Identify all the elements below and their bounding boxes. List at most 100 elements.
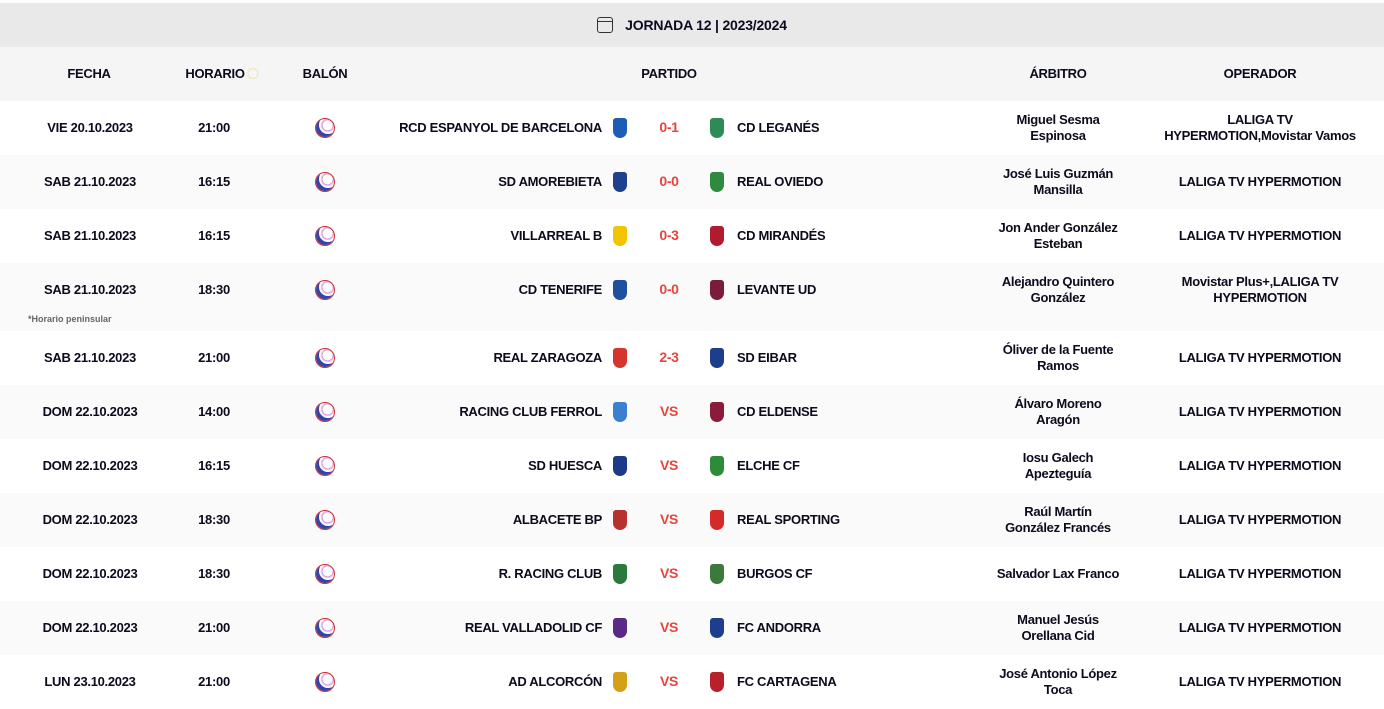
- away-team[interactable]: LEVANTE UD: [737, 282, 817, 297]
- arbitro-line: Miguel Sesma: [1016, 112, 1100, 127]
- home-crest-icon: [613, 618, 627, 638]
- match-row[interactable]: DOM 22.10.2023 18:30 R. RACING CLUB VS B…: [0, 547, 1384, 601]
- home-team[interactable]: REAL VALLADOLID CF: [464, 620, 602, 635]
- home-team[interactable]: REAL ZARAGOZA: [493, 350, 602, 365]
- ball-icon: [315, 618, 335, 638]
- broadcaster: LALIGA TV HYPERMOTION: [1178, 458, 1342, 474]
- col-partido: PARTIDO: [641, 66, 697, 81]
- operador-line: LALIGA TV HYPERMOTION: [1178, 458, 1342, 473]
- match-date: SAB 21.10.2023: [44, 228, 136, 243]
- home-team[interactable]: RACING CLUB FERROL: [459, 404, 602, 419]
- away-team[interactable]: ELCHE CF: [737, 458, 800, 473]
- match-row[interactable]: DOM 22.10.2023 14:00 RACING CLUB FERROL …: [0, 385, 1384, 439]
- operador-line: LALIGA TV HYPERMOTION: [1178, 620, 1342, 635]
- away-team[interactable]: FC ANDORRA: [737, 620, 821, 635]
- match-time: 16:15: [198, 174, 230, 189]
- match-row[interactable]: SAB 21.10.2023 21:00 REAL ZARAGOZA 2-3 S…: [0, 331, 1384, 385]
- match-score[interactable]: VS: [659, 511, 679, 527]
- away-crest-icon: [710, 618, 724, 638]
- match-row[interactable]: DOM 22.10.2023 18:30 ALBACETE BP VS REAL…: [0, 493, 1384, 547]
- arbitro-line: Salvador Lax Franco: [996, 566, 1120, 581]
- away-team[interactable]: BURGOS CF: [737, 566, 813, 581]
- home-team[interactable]: R. RACING CLUB: [498, 566, 603, 581]
- arbitro-line: Orellana Cid: [1021, 628, 1095, 643]
- match-score[interactable]: 2-3: [659, 349, 679, 365]
- match-score[interactable]: 0-0: [659, 281, 679, 297]
- table-header: FECHA HORARIO BALÓN PARTIDO ÁRBITRO OPER…: [0, 47, 1384, 101]
- away-team[interactable]: CD LEGANÉS: [737, 120, 820, 135]
- match-time: 21:00: [198, 674, 230, 689]
- away-team[interactable]: REAL SPORTING: [737, 512, 840, 527]
- home-team[interactable]: VILLARREAL B: [510, 228, 603, 243]
- away-team[interactable]: REAL OVIEDO: [737, 174, 824, 189]
- arbitro-line: Iosu Galech: [1022, 450, 1094, 465]
- ball-icon: [315, 456, 335, 476]
- home-team[interactable]: SD HUESCA: [528, 458, 602, 473]
- match-row[interactable]: VIE 20.10.2023 21:00 RCD ESPANYOL DE BAR…: [0, 101, 1384, 155]
- match-date: DOM 22.10.2023: [42, 512, 138, 527]
- away-team[interactable]: CD ELDENSE: [737, 404, 818, 419]
- col-balon: BALÓN: [302, 66, 348, 81]
- referee: Alejandro Quintero González: [1002, 274, 1115, 306]
- match-row[interactable]: SAB 21.10.2023 18:30 CD TENERIFE 0-0 LEV…: [0, 263, 1384, 331]
- match-score[interactable]: VS: [659, 457, 679, 473]
- home-crest-icon: [613, 348, 627, 368]
- home-crest-icon: [613, 280, 627, 300]
- home-crest-icon: [613, 510, 627, 530]
- match-row[interactable]: LUN 23.10.2023 21:00 AD ALCORCÓN VS FC C…: [0, 655, 1384, 709]
- info-icon[interactable]: [247, 68, 259, 79]
- ball-icon: [315, 672, 335, 692]
- away-crest-icon: [710, 226, 724, 246]
- match-score[interactable]: VS: [659, 619, 679, 635]
- match-time: 16:15: [198, 228, 230, 243]
- operador-line: LALIGA TV HYPERMOTION: [1178, 566, 1342, 581]
- operador-line: LALIGA TV HYPERMOTION: [1178, 228, 1342, 243]
- match-time: 21:00: [198, 120, 230, 135]
- away-team[interactable]: FC CARTAGENA: [737, 674, 837, 689]
- home-team[interactable]: RCD ESPANYOL DE BARCELONA: [399, 120, 602, 135]
- arbitro-line: Raúl Martín: [1024, 504, 1092, 519]
- match-row[interactable]: SAB 21.10.2023 16:15 SD AMOREBIETA 0-0 R…: [0, 155, 1384, 209]
- match-row[interactable]: DOM 22.10.2023 16:15 SD HUESCA VS ELCHE …: [0, 439, 1384, 493]
- broadcaster: LALIGA TV HYPERMOTION: [1179, 674, 1342, 690]
- operador-line: LALIGA TV: [1227, 112, 1293, 127]
- operador-line: HYPERMOTION,Movistar Vamos: [1164, 128, 1356, 143]
- referee: José Antonio López Toca: [999, 666, 1117, 698]
- home-team[interactable]: SD AMOREBIETA: [498, 174, 602, 189]
- match-score[interactable]: 0-1: [659, 119, 679, 135]
- broadcaster: LALIGA TV HYPERMOTION,Movistar Vamos: [1164, 112, 1356, 144]
- referee: Miguel Sesma Espinosa: [1016, 112, 1099, 144]
- home-team[interactable]: AD ALCORCÓN: [508, 674, 602, 689]
- match-date: VIE 20.10.2023: [47, 120, 133, 135]
- arbitro-line: Óliver de la Fuente: [1002, 342, 1114, 357]
- away-crest-icon: [710, 510, 724, 530]
- match-time: 18:30: [198, 566, 230, 581]
- referee: José Luis Guzmán Mansilla: [1003, 166, 1113, 198]
- match-date: SAB 21.10.2023: [44, 282, 136, 297]
- referee: Salvador Lax Franco: [997, 566, 1119, 582]
- home-team[interactable]: CD TENERIFE: [518, 282, 603, 297]
- arbitro-line: González Francés: [1005, 520, 1111, 535]
- match-score[interactable]: VS: [659, 673, 679, 689]
- arbitro-line: Toca: [1043, 682, 1073, 697]
- away-crest-icon: [710, 280, 724, 300]
- broadcaster: LALIGA TV HYPERMOTION: [1179, 404, 1342, 420]
- arbitro-line: Jon Ander González: [998, 220, 1118, 235]
- match-score[interactable]: VS: [659, 565, 679, 581]
- broadcaster: Movistar Plus+,LALIGA TV HYPERMOTION: [1182, 274, 1339, 306]
- match-score[interactable]: VS: [659, 403, 679, 419]
- match-row[interactable]: SAB 21.10.2023 16:15 VILLARREAL B 0-3 CD…: [0, 209, 1384, 263]
- arbitro-line: Aragón: [1036, 412, 1080, 427]
- away-team[interactable]: CD MIRANDÉS: [737, 228, 826, 243]
- away-crest-icon: [710, 402, 724, 422]
- match-time: 18:30: [198, 512, 230, 527]
- match-row[interactable]: DOM 22.10.2023 21:00 REAL VALLADOLID CF …: [0, 601, 1384, 655]
- arbitro-line: González: [1030, 290, 1086, 305]
- match-score[interactable]: 0-3: [659, 227, 679, 243]
- round-title: JORNADA 12 | 2023/2024: [625, 17, 787, 33]
- match-score[interactable]: 0-0: [659, 173, 679, 189]
- home-team[interactable]: ALBACETE BP: [512, 512, 602, 527]
- away-team[interactable]: SD EIBAR: [737, 350, 797, 365]
- match-time: 21:00: [198, 620, 230, 635]
- col-operador: OPERADOR: [1223, 66, 1297, 81]
